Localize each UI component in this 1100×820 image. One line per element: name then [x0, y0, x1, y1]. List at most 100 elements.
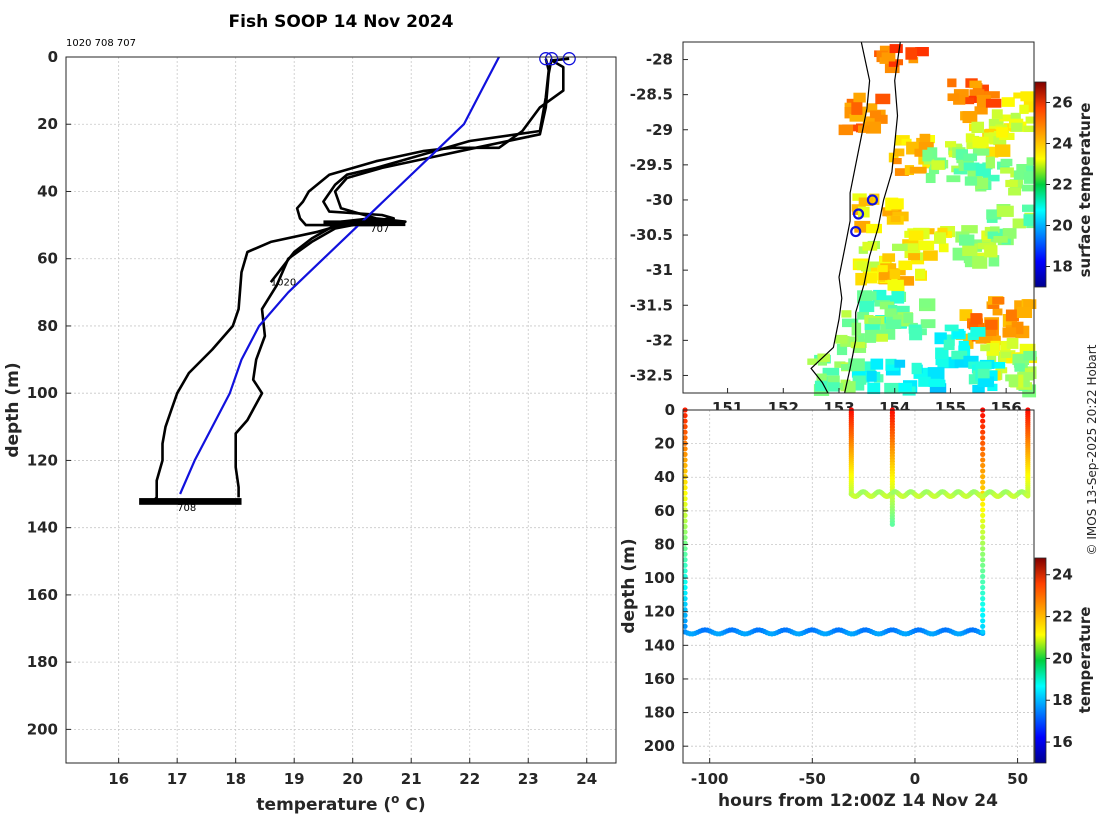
depth-time-cast-point [980, 523, 986, 530]
depth-time-x-tick-label: -100 [691, 770, 729, 788]
depth-time-cast-point [980, 412, 986, 419]
sst-pixel [862, 361, 876, 372]
sst-pixel [967, 167, 983, 180]
sst-pixel [908, 230, 924, 241]
profile-panel: 1020 708 707 16 17 18 19 20 21 22 23 24 0 20 40 60 80 1… [3, 48, 617, 815]
depth-time-cast-point [682, 473, 688, 480]
sst-pixel [968, 374, 980, 385]
sst-pixel [881, 52, 896, 62]
sst-pixel [816, 373, 827, 383]
map-y-tick-label: -30.5 [630, 226, 673, 244]
profile-bottom-cluster-708 [139, 498, 242, 505]
depth-time-cast-point [682, 468, 688, 474]
depth-time-cast-point [682, 607, 688, 613]
depth-time-cast-point [980, 501, 986, 507]
sst-pixel [908, 57, 919, 64]
profile-x-tick-label: 24 [576, 770, 597, 788]
depth-time-cast-point [682, 529, 688, 535]
profile-series-label-707: 707 [370, 224, 389, 235]
sst-pixel [866, 370, 877, 382]
sst-pixel [1016, 306, 1033, 318]
temperature-colorbar-tick-label: 16 [1052, 733, 1073, 751]
sst-pixel [1000, 158, 1013, 167]
sst-pixel [845, 381, 856, 394]
depth-time-cast-point [682, 490, 688, 496]
depth-time-cast-point [980, 529, 986, 535]
profile-x-tick-label: 23 [518, 770, 539, 788]
sst-pixel [895, 319, 911, 327]
sst-pixel [987, 302, 1000, 309]
sst-pixel [911, 362, 922, 375]
sst-pixel [996, 127, 1008, 138]
sst-colorbar-tick-label: 22 [1052, 176, 1073, 194]
depth-time-cast-point [980, 507, 986, 513]
depth-time-cast-point [980, 429, 986, 435]
sst-pixel [947, 93, 960, 102]
sst-pixel [970, 327, 986, 337]
depth-time-cast-point [980, 557, 986, 563]
profile-y-tick-label: 60 [37, 250, 58, 268]
temperature-colorbar-tick-label: 20 [1052, 649, 1073, 667]
sst-pixel [1019, 104, 1029, 114]
sst-pixel [807, 358, 817, 365]
sst-pixel [895, 268, 906, 276]
depth-time-y-tick-label: 200 [644, 737, 675, 755]
profile-y-tick-label: 40 [37, 182, 58, 200]
profile-x-tick-label: 16 [108, 770, 129, 788]
sst-pixel [975, 361, 992, 370]
profile-x-tick-label: 19 [284, 770, 305, 788]
sst-pixel [958, 340, 969, 353]
depth-time-track-point [1025, 493, 1031, 499]
sst-pixel [1012, 353, 1030, 366]
sst-pixel [852, 375, 867, 385]
sst-pixel [923, 250, 938, 261]
map-y-tick-label: -32.5 [630, 366, 673, 384]
depth-time-cast-point [980, 435, 986, 441]
depth-time-y-tick-label: 140 [644, 636, 675, 654]
sst-pixel [931, 160, 945, 170]
sst-pixel [915, 268, 926, 279]
sst-pixel [961, 225, 978, 234]
sst-pixel [1000, 167, 1014, 174]
sst-pixel [1012, 218, 1026, 229]
sst-pixel [947, 78, 957, 88]
sst-pixel [927, 367, 945, 380]
profile-x-tick-label: 17 [167, 770, 188, 788]
depth-time-cast-point [980, 601, 986, 607]
sst-pixel [822, 367, 840, 376]
map-y-tick-label: -31.5 [630, 296, 673, 314]
depth-time-cast-point [682, 584, 688, 591]
sst-pixel [993, 236, 1008, 243]
sst-pixel [874, 329, 887, 337]
sst-pixel [968, 321, 979, 330]
sst-pixel [1005, 309, 1019, 322]
sst-pixel [862, 241, 878, 251]
sst-pixel [835, 334, 848, 344]
profile-y-tick-label: 80 [37, 317, 58, 335]
sst-pixel [857, 311, 870, 320]
sst-pixel [848, 358, 865, 372]
sst-pixel [851, 371, 868, 378]
depth-time-cast-point [980, 623, 986, 629]
figure-title: Fish SOOP 14 Nov 2024 [229, 12, 454, 32]
sst-pixel [935, 347, 949, 359]
depth-time-cast-point [980, 457, 986, 463]
sst-pixel [962, 111, 978, 124]
depth-time-cast-point [682, 412, 688, 419]
sst-pixel [953, 168, 968, 175]
sst-pixel [984, 245, 998, 258]
profile-x-tick-label: 20 [342, 770, 363, 788]
sst-pixel [993, 228, 1010, 238]
sst-pixel [868, 317, 881, 324]
profile-x-tick-label: 18 [225, 770, 246, 788]
map-y-tick-label: -28 [646, 51, 673, 69]
temperature-colorbar-label: temperature [1076, 607, 1094, 714]
sst-pixel [975, 177, 989, 190]
sst-pixel [1019, 343, 1036, 356]
sst-pixel [888, 60, 899, 67]
sst-pixel [854, 381, 865, 391]
depth-time-panel: -100 -50 0 50 0 20 40 60 80 100 120 140 160 180 200 h… [619, 401, 1094, 811]
sst-pixel [855, 333, 865, 345]
sst-pixel [941, 357, 959, 369]
sst-pixel [920, 319, 936, 329]
